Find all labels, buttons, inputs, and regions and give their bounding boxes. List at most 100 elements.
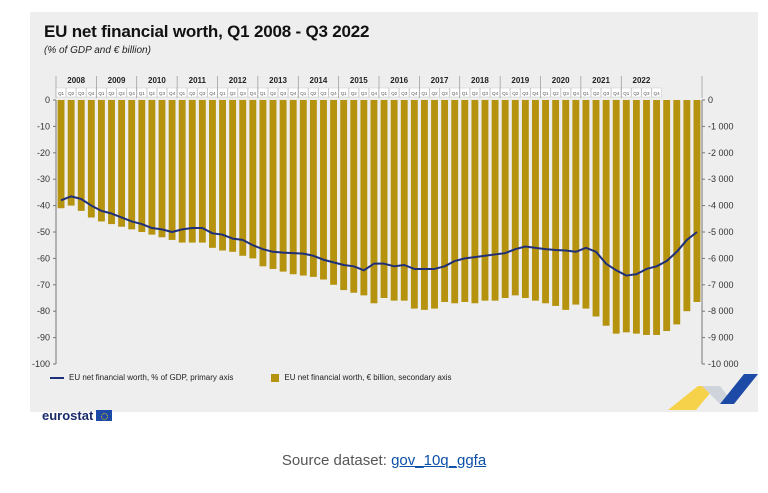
quarter-cell [177,87,188,98]
quarter-label: Q1 [219,91,226,96]
quarter-label: Q2 [472,91,479,96]
bar [521,100,529,298]
chart-subtitle: (% of GDP and € billion) [44,45,151,56]
quarter-label: Q4 [613,91,620,96]
chart-card: EU net financial worth, Q1 2008 - Q3 202… [30,12,758,423]
bar [138,100,146,232]
bar [582,100,590,309]
quarter-label: Q4 [654,91,661,96]
right-tick-label: -4 000 [708,201,734,211]
quarter-cell [106,87,117,98]
bar [683,100,691,312]
quarter-cell [116,87,127,98]
left-tick-label: -100 [32,359,50,369]
quarter-cell [358,87,369,98]
quarter-label: Q1 [462,91,469,96]
quarter-label: Q1 [98,91,105,96]
left-tick-label: -20 [37,148,50,158]
quarter-cell [510,87,521,98]
line-series [60,195,698,277]
quarter-cell [480,87,490,98]
year-label: 2010 [148,76,166,85]
bar [178,100,186,243]
quarter-label: Q4 [129,91,136,96]
quarter-label: Q2 [310,91,317,96]
quarter-cell [187,87,198,98]
quarter-label: Q2 [189,91,196,96]
quarter-label: Q4 [532,91,539,96]
bar [67,100,75,206]
bar [612,100,620,334]
bar [420,100,428,310]
quarter-label: Q4 [573,91,580,96]
bar [289,100,297,275]
bar [148,100,156,235]
bar [653,100,661,335]
quarter-label: Q3 [563,91,570,96]
right-tick-label: -6 000 [708,253,734,263]
bar [390,100,398,301]
quarter-label: Q1 [502,91,509,96]
quarter-cell [399,87,410,98]
bar [118,100,126,227]
quarter-label: Q4 [209,91,216,96]
bar [57,100,65,209]
quarter-label: Q4 [492,91,499,96]
year-label: 2013 [269,76,287,85]
quarter-cell [237,87,248,98]
quarter-label: Q2 [108,91,115,96]
bar-series [57,100,701,335]
quarter-label: Q2 [270,91,277,96]
quarter-label: Q3 [603,91,610,96]
left-tick-label: -50 [37,227,50,237]
quarter-cell [278,87,289,98]
bar [279,100,287,272]
year-label: 2021 [592,76,610,85]
quarter-label: Q1 [341,91,348,96]
bar [461,100,469,302]
bar [229,100,237,252]
quarter-cell [560,87,571,98]
bar [219,100,226,251]
legend-label-bar: EU net financial worth, € billion, secon… [284,373,452,382]
right-tick-label: -9 000 [708,333,734,343]
quarter-cell [591,87,601,98]
year-label: 2008 [67,76,85,85]
right-tick-label: -5 000 [708,227,734,237]
right-tick-label: 0 [708,95,713,105]
bar [511,100,519,296]
quarter-cell [288,87,299,98]
year-label: 2014 [310,76,328,85]
bar [562,100,570,310]
bar [188,100,196,243]
quarter-cell [348,87,359,98]
quarter-label: Q1 [139,91,146,96]
quarter-cell [439,87,450,98]
quarter-cell [651,87,662,98]
quarter-cell [96,87,107,98]
bar [309,100,317,277]
quarter-cell [338,87,349,98]
quarter-cell [146,87,157,98]
bar [340,100,348,291]
bar [360,100,368,296]
quarter-cell [641,87,652,98]
quarter-cell [550,87,561,98]
quarter-cell [76,87,87,98]
quarter-cell [631,87,642,98]
bar [532,100,539,301]
quarter-label: Q2 [512,91,519,96]
bar [168,100,176,240]
right-tick-label: -1 000 [708,121,734,131]
quarter-label: Q3 [159,91,166,96]
quarter-label: Q3 [522,91,529,96]
quarter-label: Q2 [149,91,156,96]
bar [431,100,438,309]
bar [249,100,257,259]
quarter-cell [530,87,541,98]
quarter-label: Q4 [88,91,95,96]
source-dataset-link[interactable]: gov_10q_ggfa [391,452,487,469]
quarter-cell [56,87,66,98]
bar [400,100,408,301]
